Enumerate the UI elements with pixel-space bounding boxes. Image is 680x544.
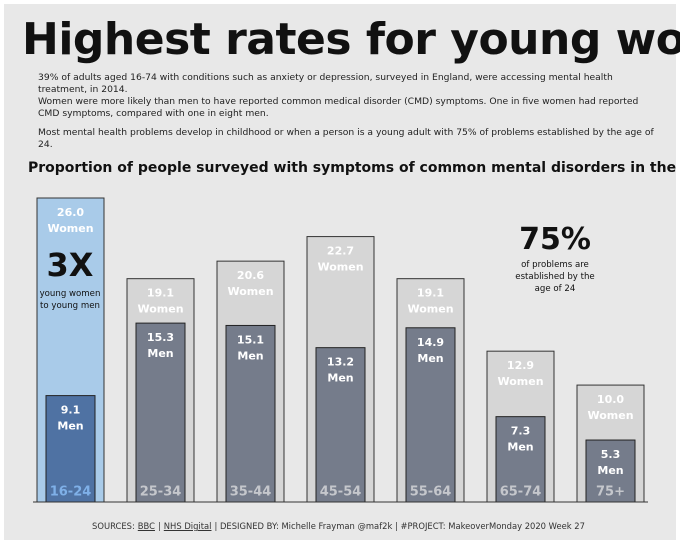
series-label: Women (47, 222, 93, 235)
value-label: 15.3 (147, 331, 174, 344)
paragraph: Most mental health problems develop in c… (38, 127, 654, 150)
footer: SOURCES: BBC | NHS Digital | DESIGNED BY: Mi… (4, 521, 676, 531)
series-label: Men (507, 441, 533, 454)
value-label: 26.0 (57, 206, 84, 219)
footer-text: BBC (137, 521, 155, 531)
category-label: 35-44 (230, 485, 272, 500)
bar-men (405, 327, 456, 503)
footer-text: | (157, 521, 161, 531)
category-label: 55-64 (410, 485, 452, 500)
paragraph: 39% of adults aged 16-74 with conditions… (38, 72, 613, 95)
value-label: 20.6 (237, 269, 264, 282)
series-label: Men (417, 352, 443, 365)
value-label: 19.1 (417, 287, 444, 300)
value-label: 12.9 (507, 359, 534, 372)
bar-men (315, 347, 366, 503)
annotation-value: 75% (519, 222, 591, 257)
series-label: Men (597, 464, 623, 477)
annotation-value: 3X (46, 246, 94, 284)
category-label: 45-54 (320, 485, 362, 500)
value-label: 15.1 (237, 333, 264, 346)
category-label: 16-24 (50, 485, 92, 500)
series-label: Men (237, 349, 263, 362)
chart-title: Proportion of people surveyed with sympt… (28, 160, 676, 176)
value-label: 19.1 (147, 287, 174, 300)
footer-text: SOURCES: (92, 521, 135, 531)
bar-men (225, 324, 276, 503)
series-label: Women (317, 261, 363, 274)
category-label: 65-74 (500, 485, 542, 500)
value-label: 7.3 (511, 425, 531, 438)
footer-text: NHS Digital (163, 521, 212, 531)
series-label: Women (497, 375, 543, 388)
series-label: Men (327, 372, 353, 385)
frame: Highest rates for young women 39% of adu… (4, 4, 680, 540)
bar-men (495, 416, 546, 503)
series-label: Women (137, 303, 183, 316)
paragraph: Women were more likely than men to have … (38, 96, 639, 119)
series-label: Men (57, 420, 83, 433)
series-label: Women (587, 409, 633, 422)
category-label: 25-34 (140, 485, 182, 500)
value-label: 22.7 (327, 245, 354, 258)
footer-text: | DESIGNED BY: Michelle Frayman @maf2k |… (214, 521, 585, 531)
series-label: Men (147, 347, 173, 360)
series-label: Women (227, 285, 273, 298)
value-label: 14.9 (417, 336, 444, 349)
value-label: 13.2 (327, 356, 354, 369)
series-label: Women (407, 303, 453, 316)
bar-men (585, 439, 636, 503)
value-label: 9.1 (61, 404, 81, 417)
value-label: 5.3 (601, 448, 621, 461)
annotation: 75% of problems are established by the a… (500, 222, 610, 295)
annotation: 3X young women to young men (20, 246, 120, 312)
bar-men (135, 322, 186, 503)
value-label: 10.0 (597, 393, 624, 406)
bar-men (45, 395, 96, 503)
category-label: 75+ (596, 485, 625, 500)
annotation-note: young women to young men (39, 289, 101, 311)
annotation-note: of problems are established by the age o… (515, 260, 595, 294)
chart: Proportion of people surveyed with sympt… (28, 160, 676, 503)
title: Highest rates for young women (22, 14, 680, 65)
